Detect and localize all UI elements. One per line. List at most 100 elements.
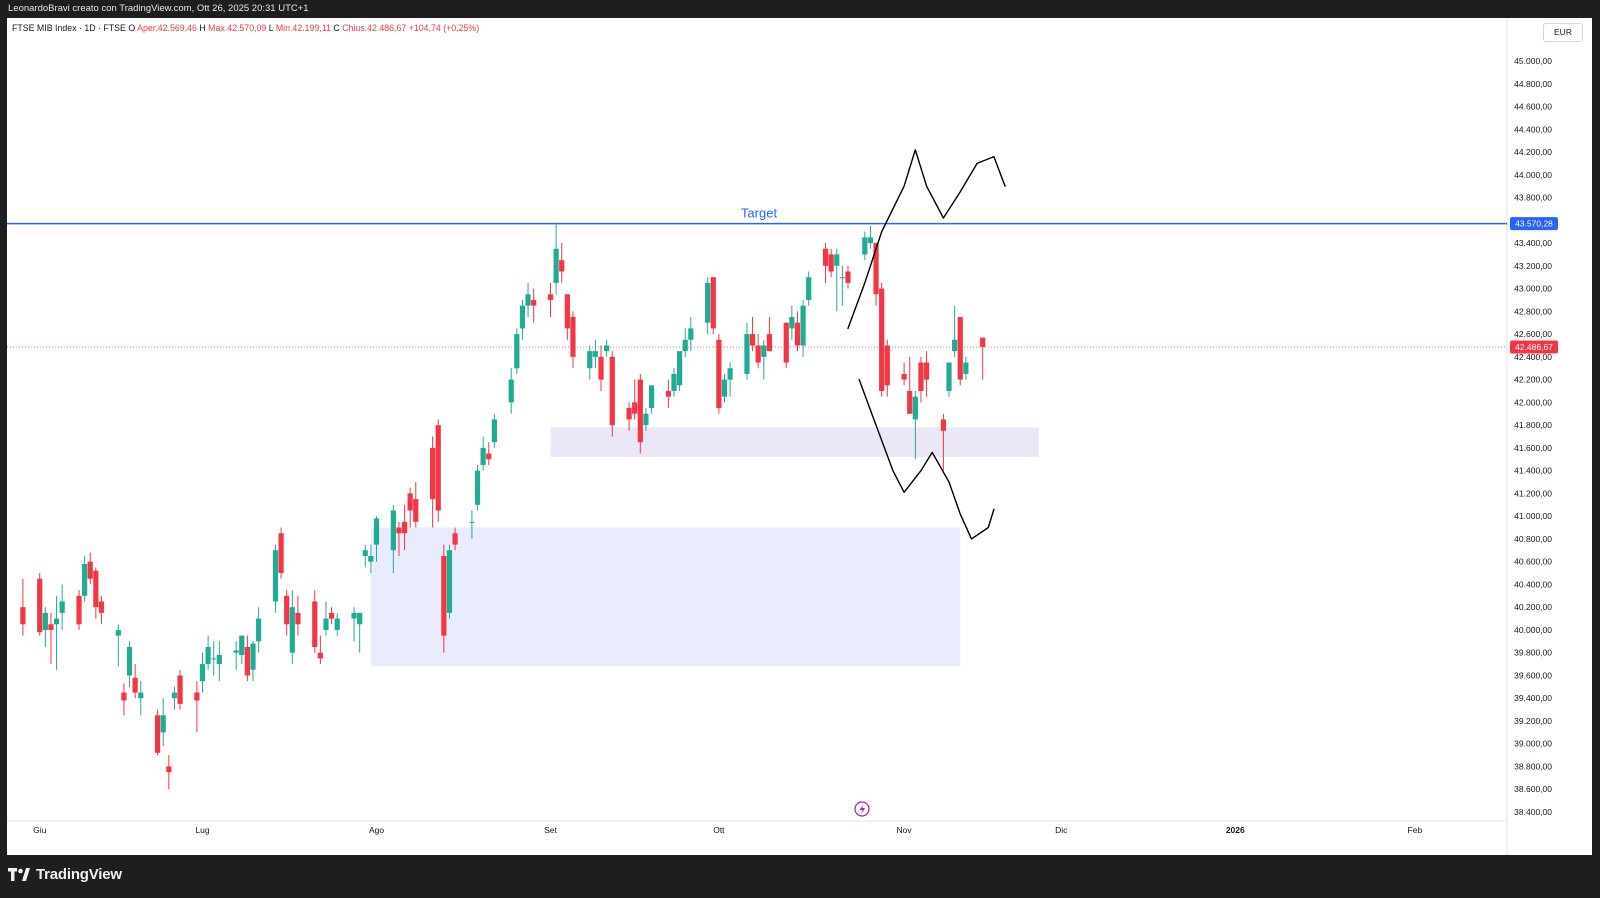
- chart-panel[interactable]: Target 38.400,00 38.600,00 38.800,00 39.000,…: [7, 18, 1592, 855]
- candle-body[interactable]: [469, 521, 475, 523]
- candle-body[interactable]: [177, 675, 183, 704]
- candle-body[interactable]: [688, 328, 694, 340]
- candle-body[interactable]: [705, 282, 711, 323]
- candle-body[interactable]: [879, 288, 885, 391]
- candle-body[interactable]: [839, 277, 845, 279]
- candle-body[interactable]: [834, 254, 840, 266]
- candle-body[interactable]: [508, 379, 514, 403]
- projection-path-bullish[interactable]: [847, 149, 1006, 330]
- candle-body[interactable]: [755, 345, 761, 363]
- candle-body[interactable]: [413, 499, 419, 522]
- candle-body[interactable]: [867, 237, 874, 244]
- candle-body[interactable]: [373, 518, 380, 545]
- candle-body[interactable]: [637, 379, 643, 443]
- candle-body[interactable]: [98, 601, 105, 613]
- candle-body[interactable]: [289, 607, 295, 653]
- candle-body[interactable]: [648, 385, 655, 409]
- candle-body[interactable]: [446, 550, 453, 613]
- candle-body[interactable]: [441, 555, 447, 636]
- candle-body[interactable]: [486, 453, 492, 460]
- candle-body[interactable]: [82, 563, 88, 596]
- candle-body[interactable]: [547, 294, 554, 300]
- candle-body[interactable]: [194, 692, 200, 701]
- candle-body[interactable]: [923, 362, 930, 380]
- candle-body[interactable]: [632, 402, 638, 414]
- candle-body[interactable]: [564, 294, 570, 329]
- candle-body[interactable]: [278, 533, 284, 574]
- candle-body[interactable]: [884, 345, 890, 386]
- candle-body[interactable]: [665, 390, 671, 397]
- candle-body[interactable]: [138, 692, 144, 699]
- candle-body[interactable]: [362, 550, 368, 556]
- candle-body[interactable]: [800, 305, 806, 346]
- candle-body[interactable]: [126, 647, 133, 676]
- chart-canvas[interactable]: Target 38.400,00 38.600,00 38.800,00 39.000,…: [7, 18, 1592, 855]
- candle-body[interactable]: [284, 595, 290, 625]
- candle-body[interactable]: [676, 351, 683, 386]
- candle-body[interactable]: [244, 647, 251, 676]
- currency-button[interactable]: EUR: [1543, 23, 1583, 42]
- candle-body[interactable]: [873, 243, 879, 295]
- candle-body[interactable]: [42, 612, 48, 630]
- candle-body[interactable]: [59, 601, 65, 613]
- candle-body[interactable]: [901, 373, 907, 380]
- candle-body[interactable]: [946, 362, 952, 391]
- candle-body[interactable]: [357, 612, 363, 625]
- candle-body[interactable]: [233, 650, 239, 653]
- candle-body[interactable]: [766, 334, 773, 352]
- candle-body[interactable]: [710, 277, 716, 329]
- tradingview-logo[interactable]: TradingView: [8, 866, 122, 883]
- candle-body[interactable]: [514, 334, 520, 369]
- candle-body[interactable]: [480, 447, 486, 465]
- candle-body[interactable]: [806, 277, 812, 300]
- candle-body[interactable]: [323, 618, 329, 630]
- projection-path-bearish[interactable]: [858, 378, 995, 540]
- candle-body[interactable]: [171, 692, 178, 699]
- candle-body[interactable]: [390, 510, 396, 551]
- candle-body[interactable]: [559, 260, 565, 272]
- candle-body[interactable]: [609, 356, 615, 426]
- candle-body[interactable]: [553, 248, 559, 283]
- candle-body[interactable]: [239, 635, 245, 655]
- candle-body[interactable]: [491, 419, 497, 443]
- candle-body[interactable]: [334, 618, 340, 630]
- candle-body[interactable]: [53, 618, 60, 625]
- candle-body[interactable]: [907, 390, 913, 414]
- candle-body[interactable]: [272, 550, 279, 602]
- candle-body[interactable]: [295, 612, 301, 625]
- candle-body[interactable]: [952, 339, 958, 352]
- candle-body[interactable]: [598, 356, 604, 380]
- candle-body[interactable]: [570, 317, 576, 357]
- candle-body[interactable]: [20, 607, 26, 625]
- candle-body[interactable]: [430, 447, 436, 500]
- candle-body[interactable]: [531, 299, 537, 306]
- candle-body[interactable]: [604, 345, 610, 352]
- candle-body[interactable]: [317, 652, 323, 659]
- candle-body[interactable]: [716, 339, 722, 409]
- candle-body[interactable]: [160, 715, 166, 733]
- zone-rectangle[interactable]: [370, 527, 961, 667]
- candle-body[interactable]: [682, 339, 688, 352]
- candle-body[interactable]: [727, 368, 733, 380]
- candle-body[interactable]: [828, 254, 834, 272]
- candle-body[interactable]: [401, 521, 408, 534]
- candle-body[interactable]: [744, 334, 750, 374]
- candle-body[interactable]: [250, 643, 256, 670]
- candle-body[interactable]: [721, 379, 728, 397]
- candle-body[interactable]: [749, 334, 756, 346]
- candle-body[interactable]: [216, 654, 222, 665]
- candle-body[interactable]: [918, 362, 924, 391]
- candle-body[interactable]: [407, 493, 413, 511]
- zone-rectangle[interactable]: [550, 427, 1039, 457]
- candle-body[interactable]: [592, 351, 599, 357]
- candle-body[interactable]: [368, 555, 374, 562]
- candle-body[interactable]: [199, 664, 206, 682]
- candle-body[interactable]: [519, 305, 526, 329]
- candle-body[interactable]: [474, 470, 481, 505]
- candle-body[interactable]: [626, 408, 632, 420]
- candle-body[interactable]: [643, 413, 649, 426]
- candle-body[interactable]: [912, 396, 918, 420]
- candle-body[interactable]: [351, 612, 357, 619]
- candle-body[interactable]: [940, 419, 947, 431]
- candle-body[interactable]: [396, 527, 402, 534]
